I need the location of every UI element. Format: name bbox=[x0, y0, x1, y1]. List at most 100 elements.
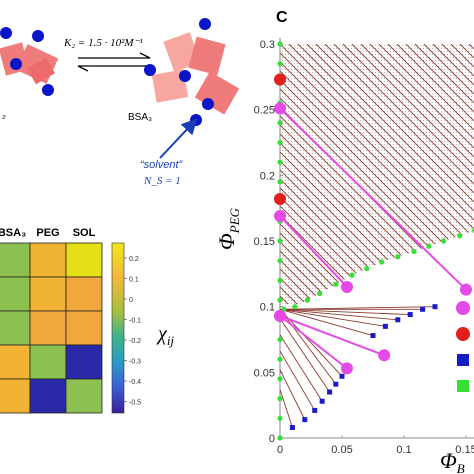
hatch-line bbox=[288, 44, 474, 305]
blue-point bbox=[289, 424, 295, 430]
matrix-cell bbox=[29, 276, 67, 312]
matrix-cell bbox=[0, 242, 31, 278]
tie-line bbox=[279, 308, 398, 321]
green-point bbox=[277, 179, 283, 185]
hatch-line bbox=[280, 44, 406, 305]
y-tick-label: 0.3 bbox=[260, 39, 275, 51]
hatch-line bbox=[280, 44, 343, 305]
tie-line bbox=[279, 308, 386, 327]
hatch-line bbox=[280, 44, 379, 305]
magenta-tie-lines bbox=[274, 102, 472, 375]
hatch-line bbox=[351, 44, 474, 305]
magenta-point bbox=[460, 283, 472, 296]
matrix-cell bbox=[65, 344, 103, 380]
blue-point bbox=[319, 398, 325, 404]
matrix-cells bbox=[0, 242, 103, 414]
green-point bbox=[379, 259, 385, 265]
y-tick-label: 0.1 bbox=[260, 302, 275, 314]
colorbar-ticks: 0.2 0.1 0 -0.1 -0.2 -0.3 -0.4 -0.5 bbox=[124, 256, 141, 407]
y-tick-label: 0.2 bbox=[260, 170, 275, 182]
phase-diagram: C 0 0.05 0.1 0.15 0.2 0.25 0.3 0 0.05 0.1 0.15 ΦPE… bbox=[214, 9, 474, 474]
magenta-point bbox=[274, 210, 286, 223]
legend-marker-magenta bbox=[456, 301, 470, 315]
y-tick-label: 0.05 bbox=[254, 367, 275, 379]
hatch-line bbox=[280, 44, 474, 305]
blue-points bbox=[289, 304, 438, 430]
green-point bbox=[364, 265, 370, 272]
hatch-line bbox=[280, 44, 388, 305]
green-point bbox=[441, 238, 447, 244]
colorbar-tick-label: -0.4 bbox=[129, 379, 141, 386]
red-points bbox=[274, 73, 286, 205]
colorbar-tick-label: -0.3 bbox=[129, 359, 141, 366]
matrix-col-header: SOL bbox=[73, 227, 96, 239]
matrix-cell bbox=[0, 276, 31, 312]
x-axis-label: ΦB bbox=[440, 448, 465, 474]
matrix-cell bbox=[0, 310, 31, 346]
red-point bbox=[274, 192, 286, 205]
hatch-line bbox=[315, 44, 474, 305]
hatch-line bbox=[280, 44, 474, 305]
magenta-point bbox=[274, 309, 286, 322]
blue-point bbox=[339, 373, 345, 379]
green-point bbox=[277, 435, 283, 441]
blue-point bbox=[312, 407, 318, 413]
matrix-cell bbox=[65, 276, 103, 312]
green-point bbox=[333, 281, 339, 287]
hatch-line bbox=[297, 44, 474, 305]
hatch-line bbox=[333, 44, 474, 305]
magenta-tie-line bbox=[279, 314, 385, 357]
y-tick-label: 0 bbox=[269, 433, 275, 445]
panel-c-label: C bbox=[276, 9, 288, 26]
hatch-line bbox=[414, 44, 474, 305]
green-point bbox=[277, 159, 283, 165]
green-point bbox=[317, 290, 323, 297]
x-tick-label: 0.15 bbox=[455, 444, 474, 456]
hatch-line bbox=[280, 44, 370, 305]
solvent-label: “solvent” bbox=[140, 159, 184, 171]
tie-line bbox=[279, 389, 293, 428]
y-axis-label: ΦPEG bbox=[214, 207, 242, 250]
colorbar-tick-label: 0.1 bbox=[129, 277, 139, 284]
magenta-tie-line bbox=[279, 107, 467, 291]
colorbar-tick-label: -0.2 bbox=[129, 338, 141, 345]
legend-marker-green bbox=[457, 380, 469, 392]
matrix-column-headers: BSA₃ PEG SOL bbox=[0, 227, 96, 239]
hatch-line bbox=[387, 44, 474, 305]
left-complex-illustration: ₂ bbox=[0, 27, 59, 121]
trimer-label: BSA₃ bbox=[128, 112, 152, 123]
matrix-cell bbox=[29, 310, 67, 346]
blue-point bbox=[327, 389, 333, 395]
blue-point bbox=[302, 417, 308, 423]
hatch-line bbox=[280, 44, 352, 305]
hatch-line bbox=[280, 44, 415, 305]
matrix-cell bbox=[65, 378, 103, 414]
green-point bbox=[292, 304, 298, 310]
matrix-col-header: BSA₃ bbox=[0, 227, 26, 239]
colorbar-label: χij bbox=[156, 323, 174, 348]
solvent-arrow bbox=[159, 118, 198, 159]
blue-point bbox=[370, 333, 376, 339]
hatch-line bbox=[324, 44, 474, 305]
matrix-cell bbox=[0, 344, 31, 380]
hatch-line bbox=[396, 44, 474, 305]
red-point bbox=[274, 73, 286, 86]
matrix-cell bbox=[0, 378, 31, 414]
hatch-line bbox=[280, 44, 474, 305]
hatch-line bbox=[369, 44, 474, 305]
green-point bbox=[304, 297, 310, 303]
magenta-point bbox=[378, 349, 391, 362]
hatch-line bbox=[423, 44, 474, 305]
x-tick-label: 0.1 bbox=[396, 444, 411, 456]
tie-line bbox=[279, 309, 337, 385]
reaction-schematic: ₂ K₂ = 1.5 · 10²M⁻¹ BSA₃ “solvent” N_S =… bbox=[0, 18, 240, 187]
green-point bbox=[457, 233, 463, 239]
green-point bbox=[277, 238, 283, 244]
green-point bbox=[349, 272, 355, 278]
green-point bbox=[277, 258, 283, 264]
green-point bbox=[277, 139, 283, 146]
green-point bbox=[277, 336, 283, 343]
green-point bbox=[277, 41, 283, 47]
matrix-cell bbox=[65, 310, 103, 346]
green-point bbox=[277, 356, 283, 362]
